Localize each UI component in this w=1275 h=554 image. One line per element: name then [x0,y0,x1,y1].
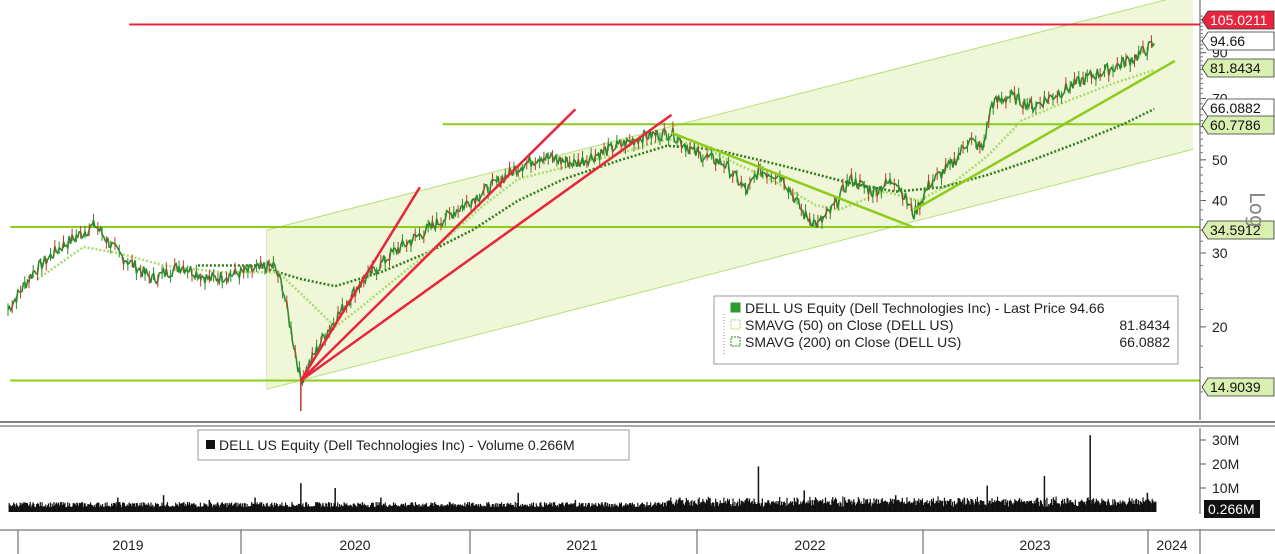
price-tag-60.7786: 60.7786 [1210,117,1261,133]
legend-swatch-1 [730,319,741,330]
regression-channel-fill [266,0,1194,390]
y-tick-label: 20 [1212,319,1228,335]
trend-line-4 [913,59,1176,211]
year-label-2019: 2019 [112,537,143,553]
volume-last-tag-bg [1204,500,1260,518]
price-panel [7,0,1200,412]
volume-legend-label: DELL US Equity (Dell Technologies Inc) -… [219,437,575,453]
price-tag-81.8434: 81.8434 [1210,60,1261,76]
legend-swatch-0 [730,302,741,313]
legend-label-0: DELL US Equity (Dell Technologies Inc) -… [745,300,1105,316]
price-tag-94.66: 94.66 [1210,33,1245,49]
price-tag-bg [1201,58,1275,78]
price-tag-bg [1201,98,1275,118]
year-label-2024: 2024 [1156,537,1187,553]
year-label-2021: 2021 [566,537,597,553]
x-axis: 2019 2020 2021 2022 2023 2024 [0,529,1275,554]
year-label-2022: 2022 [794,537,825,553]
volume-legend-swatch [206,440,215,449]
y-tick-label: 30 [1212,245,1228,261]
price-tag-bg [1201,10,1275,30]
trend-line-3 [671,131,915,229]
legend-label-2: SMAVG (200) on Close (DELL US) [745,334,961,350]
sma50-line [36,68,1155,329]
trend-line-0 [299,186,421,382]
volume-tick-label: 20M [1212,456,1239,472]
y-tick-label: 40 [1212,193,1228,209]
channel-lower-line [266,148,1194,390]
channel-upper-line [266,0,1168,231]
trend-line-2 [300,113,673,382]
y-tick-label: 50 [1212,152,1228,168]
volume-last-tag: 0.266M [1208,501,1255,517]
price-tag-bg [1201,220,1275,240]
log-scale-label: Log [1245,192,1269,228]
legend-value-2: 66.0882 [1119,334,1170,350]
price-tag-14.9039: 14.9039 [1210,379,1261,395]
price-tag-34.5912: 34.5912 [1210,222,1261,238]
y-axis: 2030405060709030M20M10M [0,0,1275,514]
price-tag-105.0211: 105.0211 [1210,12,1268,28]
year-label-2023: 2023 [1019,537,1050,553]
volume-legend-box [197,429,630,461]
price-tag-bg [1201,377,1275,397]
price-tag-bg [1201,115,1275,135]
legend-box [713,295,1179,365]
price-tags: 0.266M 105.0211 94.66 81.8434 66.088260.7786… [1201,10,1275,518]
year-label-2020: 2020 [339,537,370,553]
trend-line-1 [299,108,577,382]
volume-panel [8,435,1157,512]
price-tag-bg [1201,31,1275,51]
volume-tick-label: 10M [1212,480,1239,496]
volume-legend: DELL US Equity (Dell Technologies Inc) -… [197,429,630,461]
volume-tick-label: 30M [1212,432,1239,448]
legend-swatch-2 [730,336,741,347]
legend-label-1: SMAVG (50) on Close (DELL US) [745,317,954,333]
price-tag-66.0882: 66.0882 [1210,100,1261,116]
legend-value-1: 81.8434 [1119,317,1170,333]
price-legend: DELL US Equity (Dell Technologies Inc) -… [713,295,1179,365]
